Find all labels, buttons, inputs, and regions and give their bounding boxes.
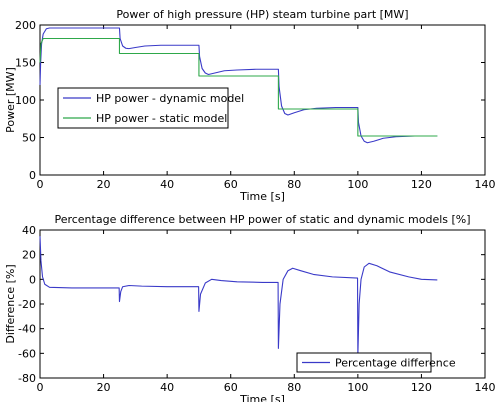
y-tick-label: 0 xyxy=(29,273,36,286)
y-tick-label: -60 xyxy=(18,347,36,360)
legend-entry: Percentage difference xyxy=(335,357,456,370)
chart-title: Power of high pressure (HP) steam turbin… xyxy=(116,8,408,21)
y-tick-label: -20 xyxy=(18,298,36,311)
x-tick-label: 0 xyxy=(37,381,44,394)
y-tick-label: 0 xyxy=(29,169,36,182)
y-tick-label: 150 xyxy=(15,57,36,70)
chart-title: Percentage difference between HP power o… xyxy=(54,213,470,226)
y-tick-label: 40 xyxy=(22,224,36,237)
x-tick-label: 100 xyxy=(347,381,368,394)
x-axis-label: Time [s] xyxy=(239,190,285,203)
x-tick-label: 40 xyxy=(160,381,174,394)
x-tick-label: 20 xyxy=(97,381,111,394)
y-axis-label: Difference [%] xyxy=(4,264,17,343)
x-tick-label: 40 xyxy=(160,178,174,191)
legend: HP power - dynamic model HP power - stati… xyxy=(58,88,244,128)
chart-hp-power: Power of high pressure (HP) steam turbin… xyxy=(4,8,496,203)
y-tick-label: 20 xyxy=(22,249,36,262)
y-tick-label: 100 xyxy=(15,94,36,107)
x-axis-label: Time [s] xyxy=(239,393,285,402)
legend-entry: HP power - static model xyxy=(96,112,227,125)
x-tick-label: 140 xyxy=(475,178,496,191)
chart-percentage-difference: Percentage difference between HP power o… xyxy=(4,213,496,402)
y-tick-label: -40 xyxy=(18,323,36,336)
y-tick-label: 200 xyxy=(15,19,36,32)
legend: Percentage difference xyxy=(297,353,456,372)
x-tick-label: 60 xyxy=(224,381,238,394)
y-tick-label: -80 xyxy=(18,372,36,385)
x-tick-label: 20 xyxy=(97,178,111,191)
x-tick-label: 140 xyxy=(475,381,496,394)
x-tick-label: 80 xyxy=(287,178,301,191)
x-tick-label: 0 xyxy=(37,178,44,191)
x-tick-label: 60 xyxy=(224,178,238,191)
x-tick-label: 100 xyxy=(347,178,368,191)
legend-entry: HP power - dynamic model xyxy=(96,92,244,105)
x-tick-label: 120 xyxy=(411,381,432,394)
y-tick-label: 50 xyxy=(22,132,36,145)
x-tick-label: 120 xyxy=(411,178,432,191)
x-tick-label: 80 xyxy=(287,381,301,394)
y-axis-label: Power [MW] xyxy=(4,67,17,133)
